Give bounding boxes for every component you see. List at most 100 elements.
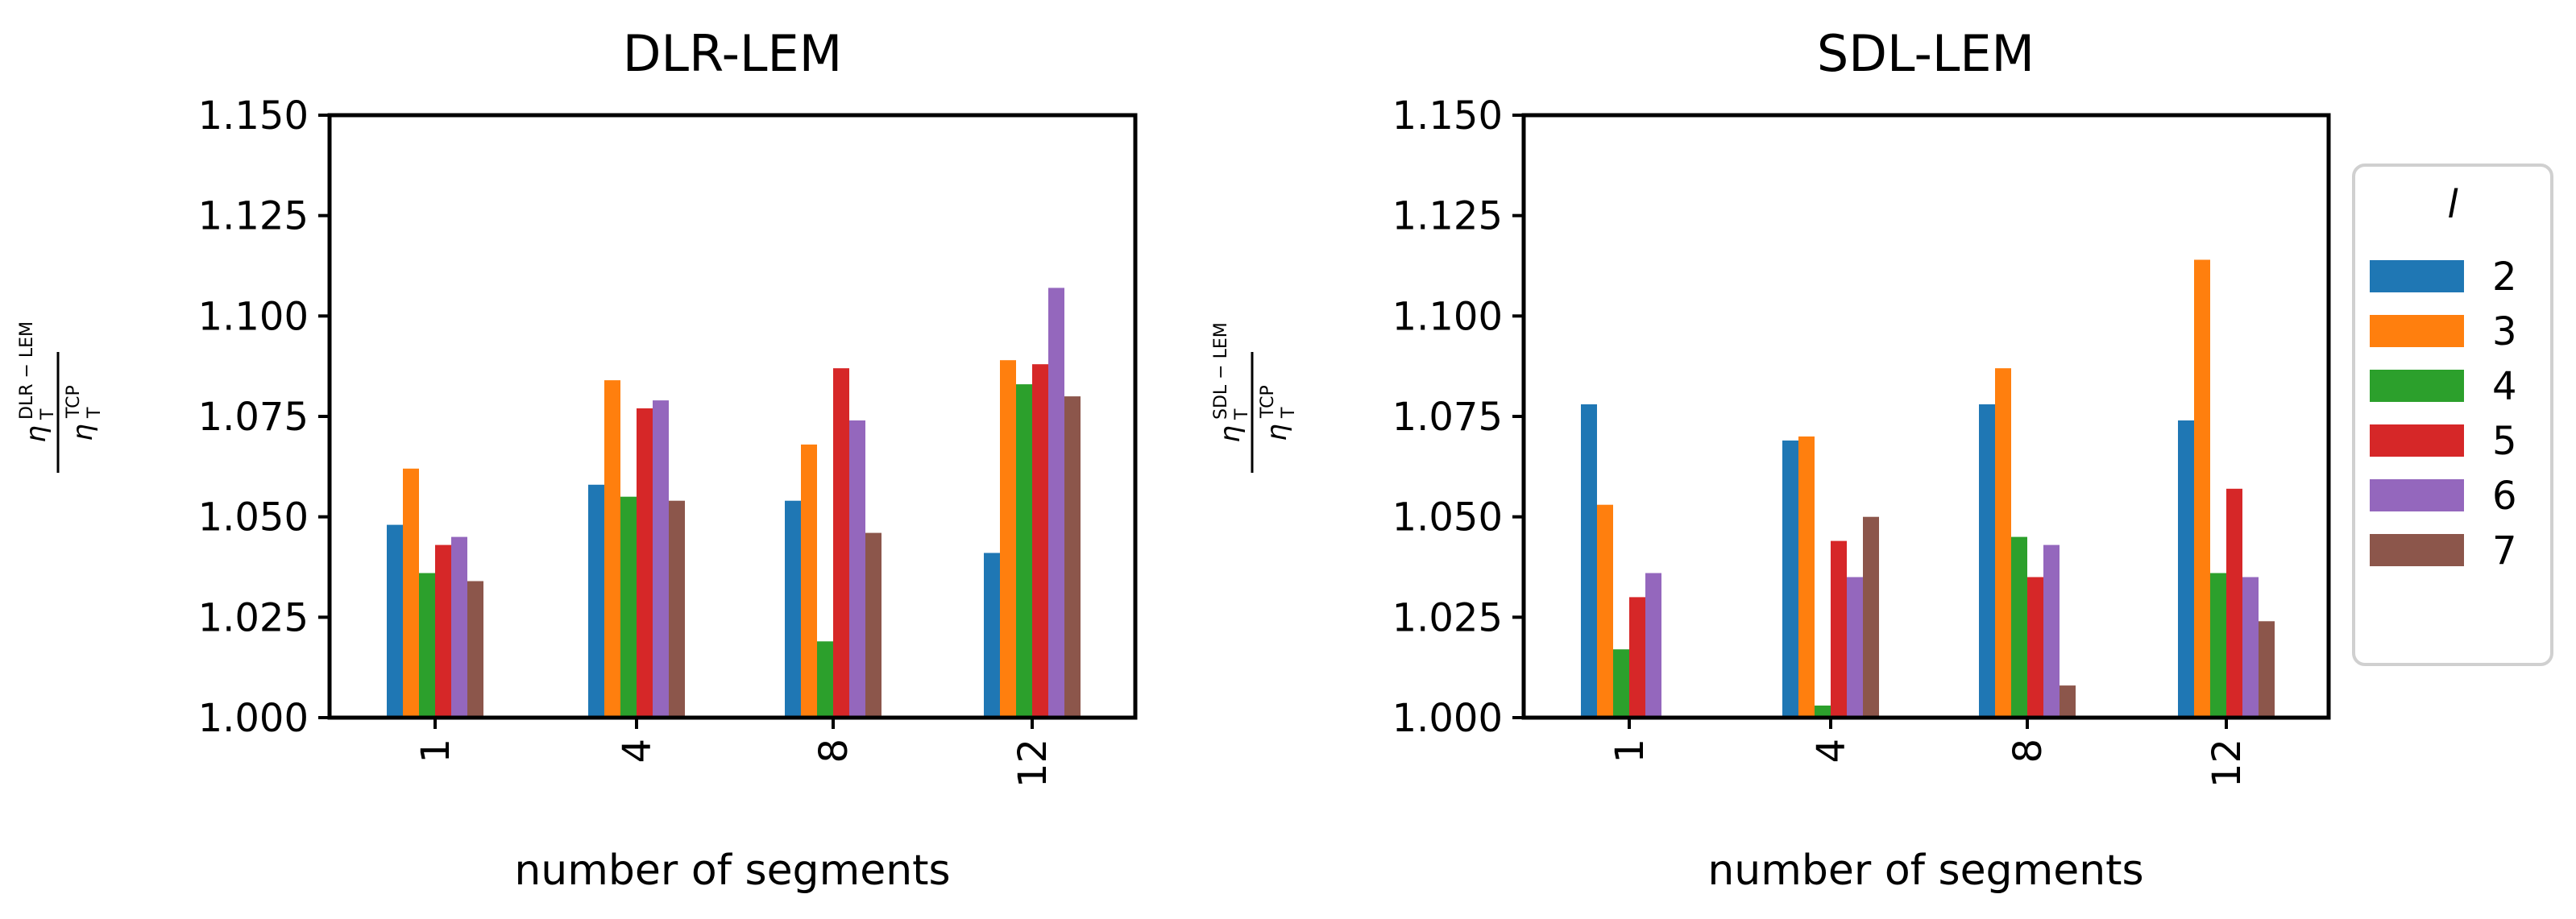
bar-seg4-l3	[1798, 436, 1815, 718]
bar-seg4-l2	[588, 484, 604, 718]
bar-seg1-l4	[419, 573, 435, 718]
y-label-denominator-sub: T	[85, 407, 105, 419]
bar-seg8-l5	[2027, 577, 2043, 718]
y-tick-label: 1.000	[198, 696, 309, 741]
bar-seg12-l5	[1032, 364, 1048, 718]
bar-seg4-l4	[620, 496, 637, 718]
x-tick-label: 1	[413, 739, 458, 764]
bar-seg8-l5	[833, 368, 849, 718]
legend: l 2 3 4 5 6 7	[2352, 164, 2553, 666]
x-tick-label: 4	[1809, 739, 1854, 764]
legend-label-4: 4	[2492, 364, 2517, 409]
legend-swatch-7	[2370, 534, 2464, 566]
bar-seg8-l3	[1995, 368, 2011, 718]
bar-seg4-l6	[1847, 577, 1863, 718]
x-axis-ticks: 1 4 8 12	[1607, 718, 2250, 788]
bar-seg8-l4	[817, 641, 833, 718]
y-axis-label: η DLR − LEM T η TCP T	[17, 321, 105, 473]
chart-title: DLR-LEM	[623, 24, 842, 83]
x-tick-label: 12	[1010, 739, 1056, 788]
legend-label-6: 6	[2492, 474, 2517, 519]
bar-seg1-l6	[451, 536, 467, 718]
bar-seg12-l2	[2178, 420, 2194, 718]
x-tick-label: 8	[2006, 739, 2051, 764]
bar-seg12-l3	[1000, 360, 1016, 718]
y-tick-label: 1.000	[1392, 696, 1503, 741]
bar-seg4-l4	[1815, 706, 1831, 718]
x-tick-label: 1	[1607, 739, 1653, 764]
bar-seg8-l3	[801, 444, 817, 718]
bar-seg12-l4	[1016, 384, 1032, 718]
legend-entries: 2 3 4 5 6 7	[2370, 255, 2517, 573]
bar-seg1-l3	[1597, 504, 1613, 718]
x-tick-label: 12	[2205, 739, 2250, 788]
x-tick-label: 8	[811, 739, 857, 764]
y-tick-label: 1.075	[1392, 395, 1503, 440]
bar-seg12-l7	[2259, 621, 2275, 718]
y-label-numerator-sub: T	[38, 408, 58, 420]
x-axis-label: number of segments	[1707, 847, 2143, 895]
bar-seg4-l5	[637, 408, 653, 718]
legend-box	[2352, 164, 2553, 666]
y-tick-label: 1.125	[1392, 194, 1503, 239]
y-label-numerator-sup: DLR − LEM	[17, 321, 37, 420]
y-label-denominator-base: η	[67, 424, 99, 441]
bar-group	[387, 288, 1081, 718]
legend-label-3: 3	[2492, 309, 2517, 354]
y-label-numerator-sub: T	[1232, 408, 1252, 420]
legend-label-7: 7	[2492, 528, 2517, 573]
legend-swatch-6	[2370, 479, 2464, 511]
y-label-denominator-sup: TCP	[64, 385, 84, 419]
bar-seg8-l7	[865, 532, 881, 718]
y-tick-label: 1.100	[198, 294, 309, 339]
x-axis-ticks: 1 4 8 12	[413, 718, 1056, 788]
y-axis-ticks: 1.000 1.025 1.050 1.075 1.100 1.125 1.150	[198, 93, 330, 741]
bar-seg12-l3	[2194, 259, 2210, 718]
legend-swatch-4	[2370, 370, 2464, 402]
y-label-denominator-sub: T	[1279, 407, 1299, 419]
y-axis-label: η SDL − LEM T η TCP T	[1211, 322, 1299, 473]
bar-seg8-l6	[2043, 544, 2060, 718]
bar-seg12-l4	[2210, 573, 2226, 718]
bar-seg1-l2	[1581, 404, 1597, 718]
bar-group	[1581, 259, 2275, 718]
bar-seg8-l6	[849, 420, 865, 718]
chart-title: SDL-LEM	[1817, 24, 2035, 83]
y-label-denominator-sup: TCP	[1258, 385, 1278, 419]
bar-seg1-l5	[1629, 597, 1645, 718]
bar-seg4-l3	[604, 380, 620, 718]
bar-seg8-l2	[1979, 404, 1995, 718]
bar-seg4-l7	[1863, 516, 1879, 718]
bar-seg12-l5	[2226, 488, 2242, 718]
bar-seg8-l4	[2011, 536, 2027, 718]
bar-seg8-l7	[2060, 685, 2076, 718]
y-tick-label: 1.025	[1392, 595, 1503, 640]
legend-label-2: 2	[2492, 255, 2517, 300]
bar-seg12-l2	[984, 553, 1000, 718]
y-tick-label: 1.050	[1392, 495, 1503, 540]
bar-seg1-l6	[1645, 573, 1661, 718]
y-tick-label: 1.150	[1392, 93, 1503, 139]
bar-seg4-l2	[1782, 440, 1798, 718]
legend-title: l	[2447, 182, 2458, 227]
y-tick-label: 1.150	[198, 93, 309, 139]
y-axis-ticks: 1.000 1.025 1.050 1.075 1.100 1.125 1.150	[1392, 93, 1524, 741]
legend-label-5: 5	[2492, 419, 2517, 464]
x-axis-label: number of segments	[514, 847, 950, 895]
legend-swatch-3	[2370, 315, 2464, 347]
bar-seg1-l7	[467, 581, 483, 718]
bar-seg8-l2	[785, 500, 801, 718]
y-tick-label: 1.125	[198, 194, 309, 239]
bar-seg1-l2	[387, 524, 403, 718]
y-tick-label: 1.025	[198, 595, 309, 640]
y-label-numerator-base: η	[20, 425, 52, 443]
bar-seg12-l6	[1048, 288, 1064, 718]
bar-seg1-l4	[1613, 649, 1629, 718]
y-tick-label: 1.100	[1392, 294, 1503, 339]
bar-seg4-l6	[653, 400, 669, 718]
y-tick-label: 1.050	[198, 495, 309, 540]
bar-seg12-l6	[2242, 577, 2259, 718]
